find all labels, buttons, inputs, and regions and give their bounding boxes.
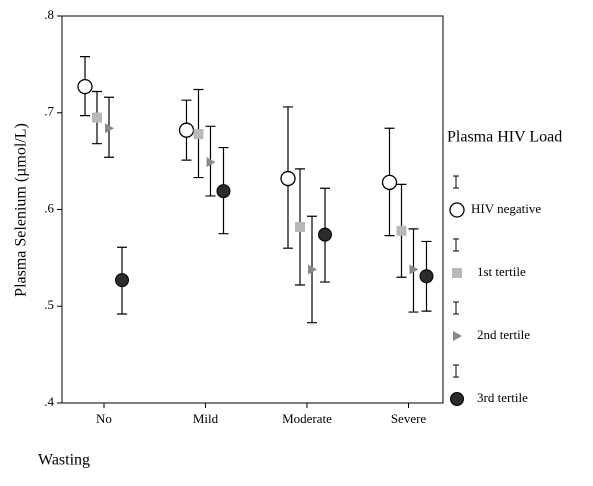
marker — [409, 264, 419, 275]
marker — [92, 112, 102, 123]
legend-label: HIV negative — [471, 201, 541, 216]
legend-icon — [453, 238, 459, 252]
legend-marker — [453, 331, 462, 341]
x-tick-label: Severe — [391, 411, 427, 426]
marker — [77, 78, 93, 95]
y-tick-label: .6 — [44, 200, 54, 215]
y-tick-label: .4 — [44, 394, 54, 409]
x-tick-label: Moderate — [282, 411, 332, 426]
marker — [381, 174, 398, 191]
y-tick-label: .5 — [44, 297, 54, 312]
marker — [193, 129, 204, 140]
marker — [216, 184, 231, 199]
legend-icon — [453, 175, 459, 189]
legend-icon — [453, 301, 459, 315]
legend-marker — [449, 202, 465, 218]
marker — [280, 170, 296, 187]
marker — [419, 269, 434, 284]
legend-label: 1st tertile — [477, 264, 526, 279]
marker — [396, 225, 407, 236]
x-tick-label: No — [96, 411, 112, 426]
legend-marker — [452, 268, 462, 278]
legend-label: 3rd tertile — [477, 390, 528, 405]
legend-marker — [450, 392, 464, 406]
plot-frame — [61, 15, 444, 404]
x-axis-title: Wasting — [38, 452, 90, 469]
marker — [318, 227, 332, 242]
marker — [308, 264, 317, 275]
legend-title: Plasma HIV Load — [447, 129, 562, 146]
marker — [295, 221, 305, 232]
marker — [206, 157, 216, 168]
x-tick-label: Mild — [193, 411, 219, 426]
marker — [105, 123, 114, 134]
legend-label: 2nd tertile — [477, 327, 530, 342]
marker — [115, 273, 129, 288]
legend-icon — [453, 364, 459, 378]
y-axis-title: Plasma Selenium (µmol/L) — [13, 123, 30, 297]
marker — [178, 122, 195, 138]
y-tick-label: .7 — [44, 104, 54, 119]
y-tick-label: .8 — [44, 7, 54, 22]
